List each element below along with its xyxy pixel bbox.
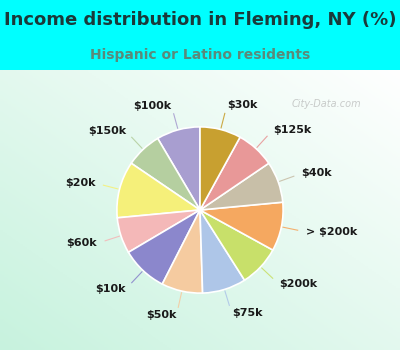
Wedge shape bbox=[200, 202, 283, 250]
Wedge shape bbox=[158, 127, 200, 210]
Wedge shape bbox=[200, 210, 273, 280]
Text: Hispanic or Latino residents: Hispanic or Latino residents bbox=[90, 48, 310, 62]
Wedge shape bbox=[117, 163, 200, 218]
Text: Income distribution in Fleming, NY (%): Income distribution in Fleming, NY (%) bbox=[4, 10, 396, 29]
Wedge shape bbox=[200, 210, 244, 293]
Text: $100k: $100k bbox=[133, 101, 172, 111]
Wedge shape bbox=[200, 137, 269, 210]
Text: $40k: $40k bbox=[302, 168, 332, 178]
Text: $125k: $125k bbox=[273, 125, 311, 135]
Text: $30k: $30k bbox=[227, 100, 257, 110]
Text: $75k: $75k bbox=[232, 308, 262, 318]
Text: City-Data.com: City-Data.com bbox=[292, 99, 362, 108]
Text: $150k: $150k bbox=[88, 126, 126, 136]
Text: $10k: $10k bbox=[96, 284, 126, 294]
Wedge shape bbox=[200, 163, 283, 210]
Text: $20k: $20k bbox=[65, 178, 95, 188]
Text: $60k: $60k bbox=[67, 238, 97, 248]
Wedge shape bbox=[200, 127, 240, 210]
Wedge shape bbox=[117, 210, 200, 252]
Text: > $200k: > $200k bbox=[306, 227, 357, 237]
Wedge shape bbox=[128, 210, 200, 284]
Wedge shape bbox=[131, 139, 200, 210]
Text: $200k: $200k bbox=[279, 279, 317, 289]
Text: $50k: $50k bbox=[146, 310, 176, 321]
Wedge shape bbox=[162, 210, 203, 293]
